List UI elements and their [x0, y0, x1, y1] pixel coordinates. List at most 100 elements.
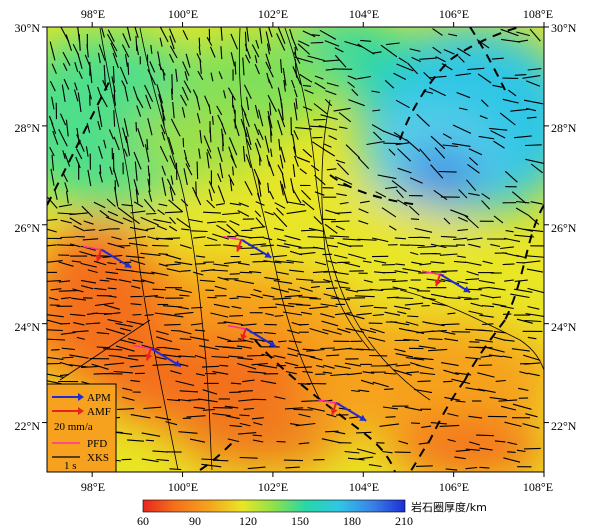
xks-bar [209, 127, 212, 143]
xks-bar [441, 362, 459, 367]
xks-bar [443, 48, 455, 55]
xks-bar [197, 398, 218, 403]
xks-bar [255, 201, 265, 206]
xks-bar [146, 138, 149, 150]
xks-bar [152, 363, 170, 366]
xks-bar [360, 379, 375, 385]
xks-bar [388, 225, 397, 231]
xks-bar [69, 217, 82, 226]
xks-bar [107, 262, 117, 265]
xks-bar [510, 108, 531, 112]
xks-bar [297, 353, 316, 358]
xks-bar [152, 244, 169, 247]
xks-bar [500, 28, 519, 37]
xks-bar [238, 390, 253, 393]
xks-bar [494, 440, 506, 443]
xks-bar [293, 408, 313, 411]
xks-bar [392, 286, 407, 291]
xks-bar [357, 238, 377, 241]
xks-bar [525, 144, 542, 147]
xks-bar [136, 44, 139, 56]
xks-bar [106, 33, 118, 52]
xks-bar [230, 52, 236, 67]
xks-bar [334, 47, 344, 53]
xks-bar [428, 75, 447, 79]
xks-bar [193, 236, 206, 239]
xks-bar [146, 227, 156, 231]
xks-bar [324, 98, 333, 107]
xks-bar [348, 99, 365, 107]
xks-bar [466, 179, 477, 192]
xks-bar [212, 233, 229, 240]
xks-bar [440, 235, 457, 238]
xks-bar [321, 218, 336, 221]
xks-bar [99, 279, 110, 282]
xks-bar [409, 177, 423, 184]
xks-bar [465, 448, 480, 451]
xks-bar [293, 130, 299, 140]
xks-bar [268, 27, 273, 38]
xks-bar [419, 57, 437, 60]
xks-bar [284, 407, 304, 410]
xks-bar [274, 314, 284, 317]
xks-bar [504, 279, 514, 282]
amf-arrow [330, 402, 338, 416]
xks-bar [99, 94, 108, 108]
xks-bar [514, 135, 532, 139]
xks-bar [451, 378, 471, 385]
xks-bar [264, 276, 280, 281]
xks-bar [357, 43, 375, 55]
xks-bar [363, 279, 373, 283]
xks-bar [252, 260, 268, 263]
xks-bar [257, 129, 264, 141]
xks-bar [395, 353, 414, 358]
xks-bar [438, 330, 456, 335]
xks-bar [333, 107, 351, 112]
xks-bar [455, 449, 471, 452]
xks-bar [314, 82, 326, 90]
xks-bar [278, 138, 281, 151]
xks-bar [180, 198, 189, 207]
xks-bar [301, 229, 317, 232]
xks-bar [179, 338, 192, 341]
xks-bar [122, 387, 133, 391]
xks-bar [166, 268, 182, 273]
xks-bar [87, 84, 92, 100]
xks-bar [208, 189, 213, 202]
xks-bar [51, 122, 57, 134]
xks-bar [503, 339, 515, 342]
xks-bar [157, 209, 165, 216]
xks-bar [115, 345, 135, 352]
xks-bar [375, 191, 387, 198]
xks-bar [96, 346, 110, 349]
xks-bar [360, 328, 377, 334]
xks-bar [62, 150, 66, 159]
xks-bar [82, 238, 99, 241]
xks-bar [245, 127, 252, 146]
xks-bar [444, 338, 459, 342]
xks-bar [360, 200, 370, 204]
xks-bar [405, 321, 419, 326]
xks-bar [455, 400, 466, 403]
xks-bar [526, 116, 537, 119]
xks-bar [322, 371, 333, 374]
xks-bar [75, 156, 81, 169]
xks-bar [466, 237, 483, 241]
xks-bar [182, 29, 189, 41]
xks-bar [158, 63, 166, 76]
xks-bar [103, 312, 121, 316]
xks-bar [283, 79, 286, 92]
xks-bar [181, 228, 190, 231]
xks-bar [104, 304, 120, 310]
xks-bar [528, 215, 540, 225]
xks-bar [124, 54, 128, 67]
xks-bar [212, 412, 231, 417]
xks-bar [123, 118, 129, 137]
xks-bar [69, 364, 88, 368]
xks-bar [293, 102, 298, 121]
xks-bar [467, 163, 480, 174]
xks-bar [293, 155, 299, 167]
xks-bar [129, 364, 145, 368]
xks-bar [411, 261, 423, 265]
xks-bar [478, 286, 490, 290]
